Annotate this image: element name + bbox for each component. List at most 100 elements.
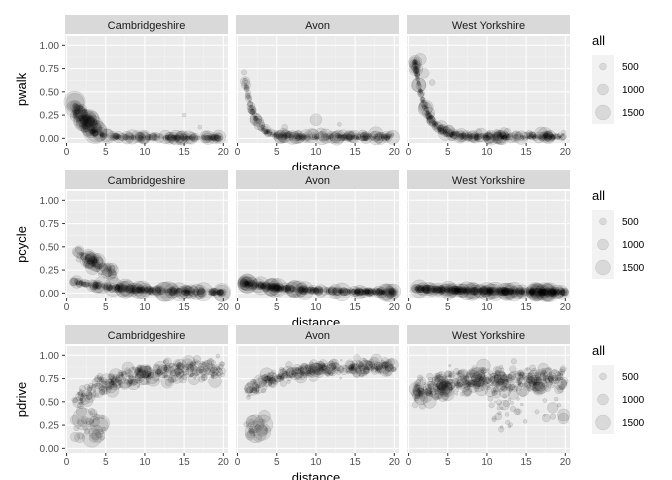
data-point (472, 133, 480, 141)
data-point (357, 131, 368, 142)
data-point (412, 385, 420, 393)
legend-symbol (595, 259, 611, 276)
data-point (162, 135, 168, 141)
data-point (297, 365, 304, 372)
data-point (470, 134, 474, 137)
data-point (207, 135, 213, 141)
data-point (218, 374, 222, 378)
data-point (188, 135, 192, 140)
data-point (387, 131, 395, 139)
data-point (91, 129, 94, 132)
data-point (83, 115, 91, 124)
data-point (559, 365, 567, 373)
data-point (351, 134, 355, 138)
data-point (418, 99, 434, 115)
data-point (514, 130, 529, 145)
data-point (314, 127, 328, 141)
data-point (486, 130, 491, 134)
data-point (546, 131, 553, 138)
data-point (411, 77, 427, 93)
data-point (344, 130, 355, 141)
data-point (140, 136, 144, 140)
data-point (163, 132, 176, 145)
data-point (269, 132, 273, 136)
legend-symbol (599, 62, 607, 71)
data-point (425, 110, 430, 115)
data-point (474, 132, 485, 143)
data-point (69, 278, 78, 287)
data-point (279, 133, 285, 139)
data-point (448, 132, 455, 139)
data-point (414, 62, 417, 66)
data-point (534, 409, 540, 415)
data-point (88, 407, 96, 416)
data-point (310, 287, 316, 294)
data-point (340, 133, 344, 137)
data-point (309, 132, 317, 140)
data-point (419, 88, 422, 91)
data-point (341, 134, 349, 142)
data-point (173, 135, 179, 141)
data-point (313, 133, 320, 140)
data-point (261, 127, 265, 131)
data-point (420, 96, 425, 102)
data-point (144, 133, 152, 141)
data-point (414, 65, 418, 69)
data-point (425, 109, 430, 114)
data-point (418, 285, 426, 293)
data-point (72, 112, 80, 119)
data-point (364, 135, 369, 140)
data-point (73, 110, 78, 115)
data-point (136, 129, 152, 145)
data-point (415, 83, 423, 90)
data-point (285, 361, 293, 369)
data-point (557, 408, 570, 422)
data-point (266, 129, 271, 134)
data-point (164, 363, 171, 369)
data-point (422, 106, 436, 120)
data-point (448, 130, 455, 137)
data-point (470, 134, 478, 141)
data-point (411, 60, 419, 67)
data-point (144, 287, 149, 292)
data-point (550, 135, 556, 140)
data-point (218, 135, 223, 141)
data-point (560, 134, 567, 141)
data-point (282, 133, 287, 138)
x-axis-title: distance (292, 470, 340, 480)
data-point (290, 136, 294, 140)
data-point (356, 136, 360, 140)
data-point (354, 136, 357, 140)
data-point (362, 135, 369, 142)
panel-background (407, 36, 570, 143)
data-point (291, 130, 305, 144)
data-point (484, 381, 491, 388)
data-point (439, 128, 445, 134)
data-point (219, 361, 226, 367)
data-point (368, 126, 384, 142)
data-point (464, 134, 470, 140)
data-point (475, 134, 480, 139)
data-point (533, 134, 537, 138)
data-point (500, 132, 506, 138)
x-tick-label: 10 (139, 147, 151, 158)
data-point (204, 135, 210, 141)
data-point (101, 269, 111, 279)
data-point (73, 103, 81, 111)
data-point (438, 127, 443, 132)
data-point (319, 131, 324, 135)
data-point (430, 386, 444, 400)
data-point (73, 113, 79, 119)
data-point (88, 280, 99, 291)
data-point (425, 111, 431, 116)
data-point (341, 133, 348, 139)
data-point (522, 419, 528, 424)
data-point (73, 109, 95, 132)
data-point (380, 130, 393, 143)
data-point (409, 56, 421, 68)
data-point (491, 133, 495, 138)
data-point (460, 133, 466, 139)
data-point (320, 132, 327, 139)
data-point (418, 100, 430, 112)
data-point (212, 132, 223, 143)
